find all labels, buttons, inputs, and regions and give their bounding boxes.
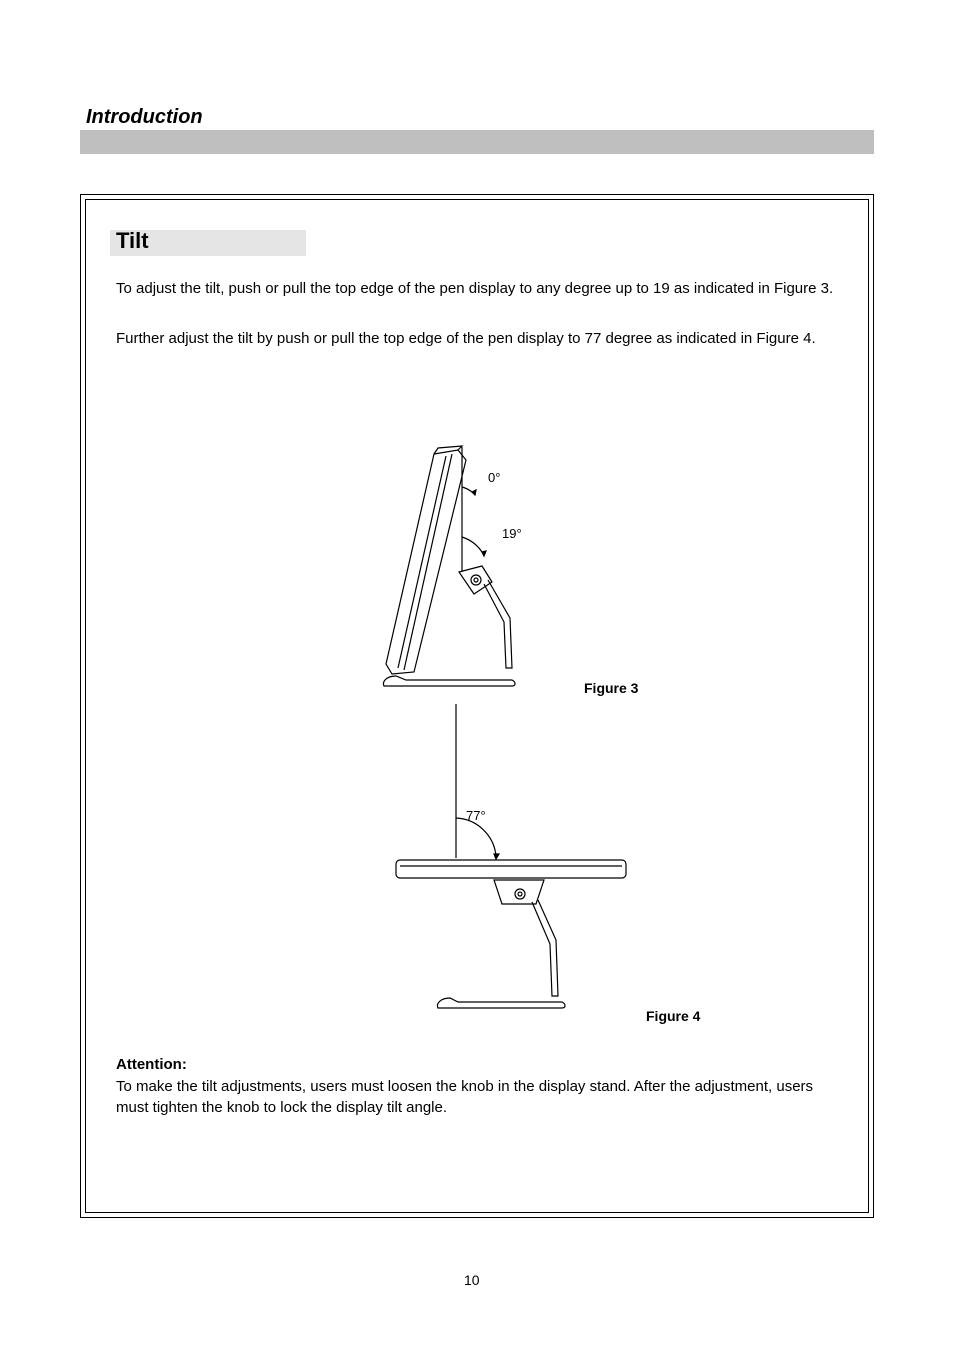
figure-3-angle-19: 19° xyxy=(502,526,522,541)
figure-3-angle-0: 0° xyxy=(488,470,500,485)
figure-4-label: Figure 4 xyxy=(646,1008,700,1024)
figure-3-label: Figure 3 xyxy=(584,680,638,696)
paragraph-2: Further adjust the tilt by push or pull … xyxy=(116,328,846,349)
figure-4-drawing xyxy=(336,698,636,1018)
section-title: Tilt xyxy=(116,228,149,254)
content-inner-border: Tilt To adjust the tilt, push or pull th… xyxy=(85,199,869,1213)
figure-4-angle-77: 77° xyxy=(466,808,486,823)
figure-3-drawing xyxy=(354,442,574,692)
paragraph-1: To adjust the tilt, push or pull the top… xyxy=(116,278,846,299)
page: Introduction Tilt To adjust the tilt, pu… xyxy=(0,0,954,1349)
attention-body: To make the tilt adjustments, users must… xyxy=(116,1076,846,1118)
header-bar xyxy=(80,130,874,154)
header-title: Introduction xyxy=(86,106,203,129)
content-outer-border: Tilt To adjust the tilt, push or pull th… xyxy=(80,194,874,1218)
page-number: 10 xyxy=(464,1272,480,1288)
attention-label: Attention: xyxy=(116,1054,846,1075)
